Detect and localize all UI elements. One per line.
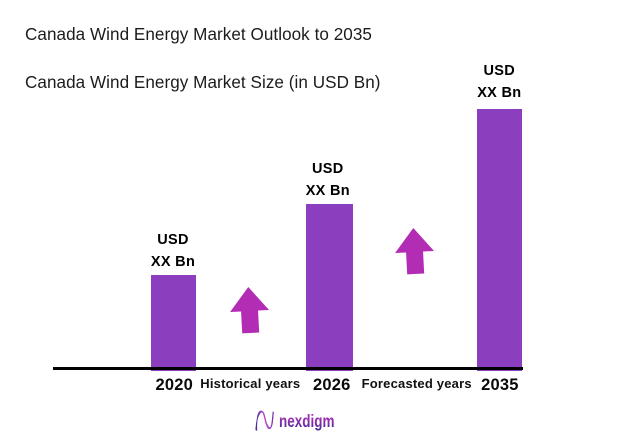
svg-text:nexdigm: nexdigm [279,411,335,431]
